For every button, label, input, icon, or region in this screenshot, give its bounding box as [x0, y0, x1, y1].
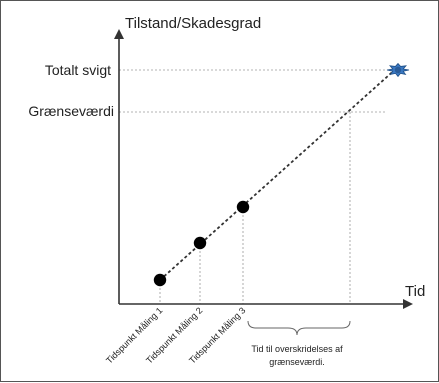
measurement-point-1: [153, 273, 167, 287]
burst-icon: [386, 62, 410, 78]
interval-brace: [247, 320, 351, 336]
trend-line: [159, 66, 399, 281]
measurement-point-3: [236, 200, 250, 214]
y-axis-label: Tilstand/Skadesgrad: [125, 15, 261, 32]
interval-annotation-line-1: Tid til overskridelses af: [251, 344, 343, 354]
x-axis-label: Tid: [405, 283, 425, 300]
measurement-point-2: [193, 236, 207, 250]
total-failure-label: Totalt svigt: [45, 62, 111, 78]
interval-annotation-line-2: grænseværdi.: [269, 357, 325, 367]
threshold-label: Grænseværdi: [28, 103, 114, 119]
